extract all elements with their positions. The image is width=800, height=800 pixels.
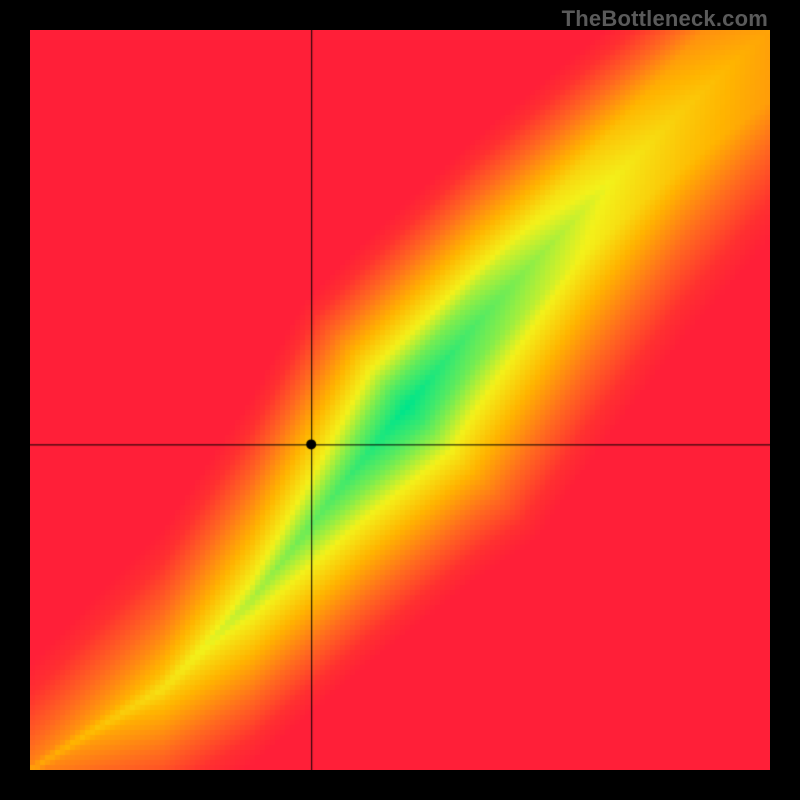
page-root: TheBottleneck.com	[0, 0, 800, 800]
heatmap-canvas	[30, 30, 770, 770]
watermark-text: TheBottleneck.com	[562, 6, 768, 32]
heatmap-plot	[30, 30, 770, 770]
